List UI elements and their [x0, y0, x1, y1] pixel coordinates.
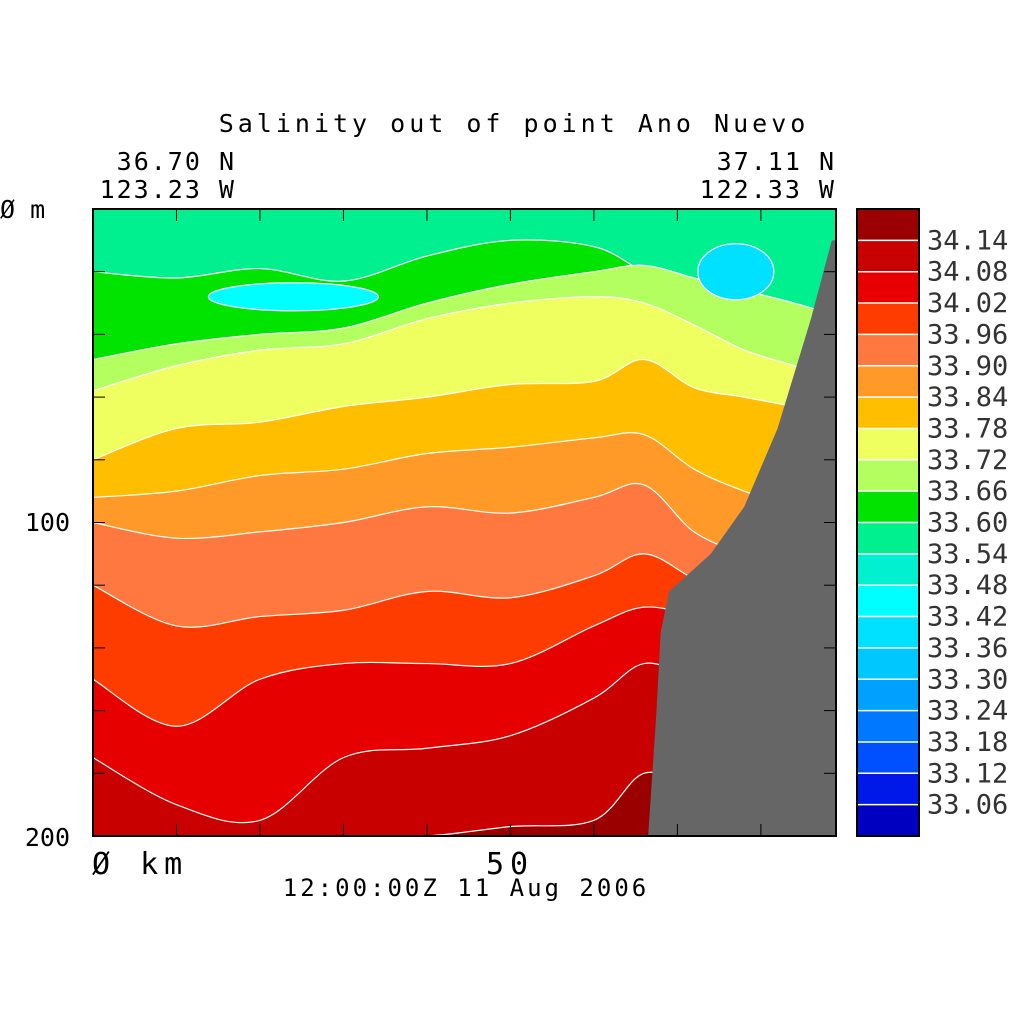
colorbar-frame [856, 208, 920, 837]
colorbar-label: 33.54 [927, 539, 1008, 570]
colorbar-cell [857, 428, 919, 461]
colorbar-label: 34.02 [927, 288, 1008, 319]
colorbar-cell [857, 522, 919, 555]
colorbar-legend: 34.1434.0834.0233.9633.9033.8433.7833.72… [856, 208, 1008, 837]
colorbar-label: 33.24 [927, 696, 1008, 727]
axes [92, 208, 836, 837]
chart-title: Salinity out of point Ano Nuevo [219, 109, 810, 138]
colorbar-label: 33.60 [927, 508, 1008, 539]
colorbar-label: 33.78 [927, 413, 1008, 444]
colorbar-label: 33.06 [927, 790, 1008, 821]
colorbar-cell [857, 647, 919, 680]
colorbar-cell [857, 334, 919, 367]
y-tick-label-0: Ø m [0, 195, 45, 224]
colorbar-cell [857, 303, 919, 335]
colorbar-cell [857, 679, 919, 712]
x-tick-label-0: Ø km [92, 847, 188, 882]
plot-area [92, 208, 837, 837]
colorbar-cell [857, 271, 919, 304]
colorbar-label: 34.14 [927, 225, 1008, 256]
colorbar-cell [857, 365, 919, 398]
fresh-lens [207, 282, 379, 312]
colorbar-label: 33.18 [927, 727, 1008, 758]
colorbar-cell [857, 491, 919, 523]
colorbar-cell [857, 459, 919, 492]
colorbar-cell [857, 240, 919, 273]
corner-left-lon: 123.23 W [100, 175, 236, 204]
colorbar-label: 33.66 [927, 476, 1008, 507]
colorbar-label: 33.84 [927, 382, 1008, 413]
corner-left-lat: 36.70 N [117, 147, 236, 176]
colorbar-cell [857, 209, 919, 241]
colorbar-label: 33.36 [927, 633, 1008, 664]
colorbar-label: 33.90 [927, 351, 1008, 382]
y-tick-label-100: 100 [25, 508, 70, 537]
colorbar-cell [857, 585, 919, 618]
y-tick-label-200: 200 [25, 823, 70, 852]
land-mask [648, 240, 836, 836]
colorbar-cell [857, 397, 919, 429]
x-tick-label-50: 50 [486, 847, 534, 882]
colorbar-cell [857, 710, 919, 743]
colorbar-cell [857, 773, 919, 806]
colorbar-label: 33.30 [927, 664, 1008, 695]
colorbar-label: 33.96 [927, 319, 1008, 350]
timestamp: 12:00:00Z 11 Aug 2006 [283, 874, 649, 902]
colorbar-label: 33.72 [927, 445, 1008, 476]
fresh-eddy [697, 243, 775, 301]
colorbar-cell [857, 804, 919, 837]
colorbar-cell [857, 553, 919, 586]
colorbar-cell [857, 741, 919, 774]
colorbar-cell [857, 616, 919, 649]
corner-right-lat: 37.11 N [717, 147, 836, 176]
corner-right-lon: 122.33 W [700, 175, 836, 204]
colorbar-label: 34.08 [927, 257, 1008, 288]
colorbar-label: 33.48 [927, 570, 1008, 601]
colorbar-label: 33.12 [927, 758, 1008, 789]
colorbar-label: 33.42 [927, 602, 1008, 633]
